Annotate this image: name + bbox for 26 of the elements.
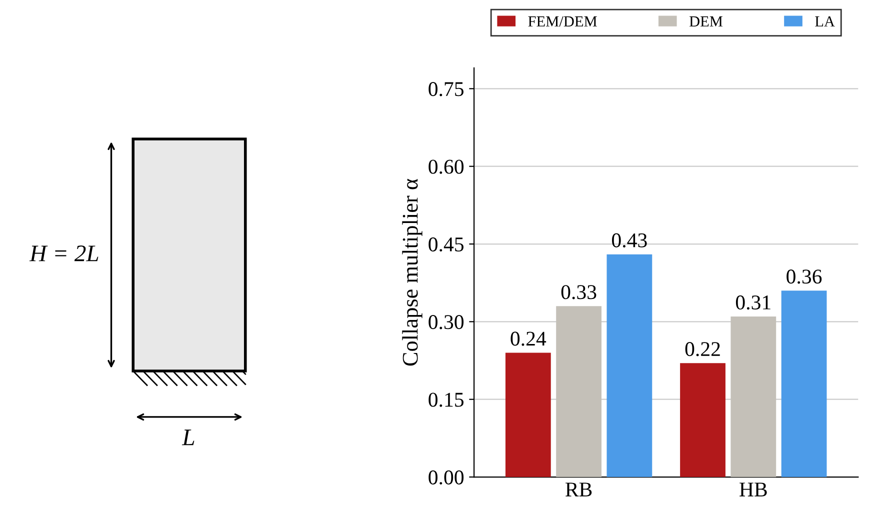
data-label: 0.24 [510, 332, 546, 346]
bar [606, 254, 652, 478]
text: L [182, 430, 194, 446]
bar [680, 363, 726, 478]
bar [781, 290, 827, 478]
data-label: 0.36 [786, 270, 822, 284]
legend-label: FEM/DEM [528, 16, 597, 27]
y-tick-label: 0.00 [428, 470, 464, 485]
y-tick-label: 0.30 [428, 315, 464, 330]
y-tick-label: 0.60 [428, 160, 464, 174]
data-label: 0.43 [612, 233, 647, 248]
y-tick-label: 0.75 [428, 82, 464, 96]
bar [505, 352, 551, 478]
y-axis-title: Collapse multiplier α [402, 178, 422, 366]
data-label: 0.33 [561, 285, 596, 300]
legend-label: DEM [689, 16, 723, 26]
legend-label: LA [815, 16, 835, 26]
bar [730, 316, 776, 478]
y-tick-label: 0.45 [428, 237, 464, 252]
data-label: 0.31 [736, 295, 770, 310]
x-tick-label: HB [740, 482, 767, 496]
bar [556, 306, 602, 478]
text: H = 2L [29, 246, 98, 262]
data-label: 0.22 [685, 342, 720, 356]
y-tick-label: 0.15 [428, 392, 464, 407]
x-tick-label: RB [566, 482, 592, 496]
